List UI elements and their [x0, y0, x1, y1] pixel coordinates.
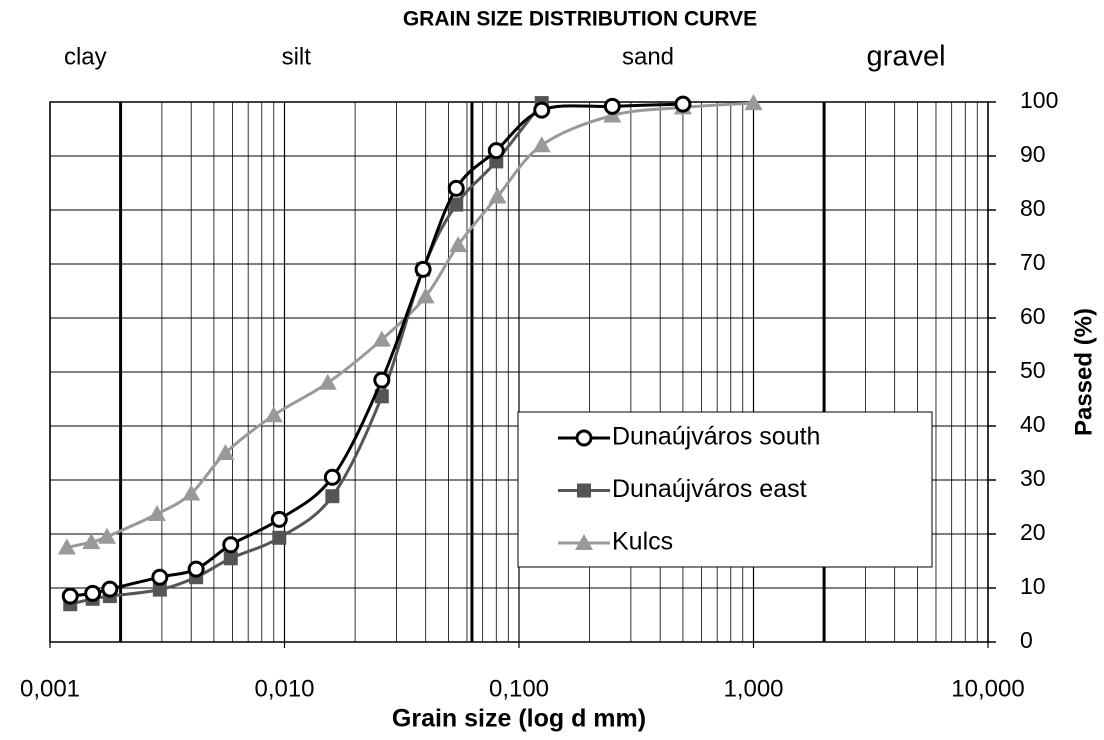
data-point: [414, 260, 432, 278]
legend-label: Dunaújváros south: [612, 423, 820, 451]
data-point: [216, 444, 235, 460]
y-tick-label: 90: [1020, 141, 1046, 167]
y-tick-label: 60: [1020, 303, 1046, 329]
x-tick-label: 10,000: [951, 675, 1024, 702]
y-axis-label: Passed (%): [1070, 308, 1097, 436]
data-point: [97, 527, 116, 544]
data-point: [82, 533, 101, 550]
series-line: [70, 102, 683, 598]
plot-frame: [49, 101, 989, 643]
legend-label: Kulcs: [612, 528, 673, 556]
data-point: [372, 330, 391, 347]
data-point: [84, 584, 102, 602]
data-point: [182, 484, 201, 501]
y-tick-label: 70: [1020, 249, 1046, 275]
data-point: [264, 406, 283, 423]
data-point: [447, 179, 465, 197]
x-tick-label: 0,010: [254, 675, 314, 702]
legend-marker: [577, 483, 591, 498]
chart-title: GRAIN SIZE DISTRIBUTION CURVE: [403, 8, 757, 31]
data-point: [449, 236, 468, 253]
data-point: [487, 142, 505, 160]
data-point: [223, 551, 238, 566]
legend-marker: [575, 534, 593, 550]
y-tick-label: 40: [1020, 411, 1046, 437]
zone-label: sand: [622, 43, 674, 70]
x-tick-label: 0,001: [20, 675, 80, 702]
data-point: [222, 536, 240, 554]
data-point: [148, 505, 167, 522]
y-tick-label: 10: [1020, 573, 1046, 599]
data-point: [674, 95, 692, 113]
data-point: [318, 373, 337, 390]
data-point: [152, 582, 167, 597]
x-axis-label: Grain size (log d mm): [392, 705, 646, 733]
y-tick-label: 20: [1020, 519, 1046, 545]
legend-marker: [575, 429, 593, 447]
zone-label: silt: [282, 43, 312, 70]
data-point: [270, 510, 288, 528]
y-tick-label: 80: [1020, 195, 1046, 221]
data-point: [488, 187, 507, 204]
zone-label: clay: [64, 43, 107, 70]
data-point: [603, 97, 621, 115]
x-tick-label: 1,000: [723, 675, 783, 702]
data-point: [187, 560, 205, 578]
data-point: [532, 136, 551, 153]
data-point: [272, 530, 287, 545]
y-tick-label: 100: [1020, 87, 1058, 113]
data-point: [533, 101, 551, 119]
data-point: [449, 197, 464, 212]
data-point: [325, 489, 340, 504]
series-line: [66, 101, 754, 549]
data-point: [323, 468, 341, 486]
data-point: [57, 538, 76, 555]
zone-label: gravel: [867, 41, 946, 73]
x-tick-label: 0,100: [489, 675, 549, 702]
y-tick-label: 30: [1020, 465, 1046, 491]
data-point: [61, 587, 79, 605]
data-point: [744, 94, 763, 111]
data-point: [416, 287, 435, 304]
data-point: [374, 389, 389, 404]
data-point: [101, 580, 119, 598]
y-tick-label: 50: [1020, 357, 1046, 383]
data-point: [151, 568, 169, 586]
legend: Dunaújváros south Dunaújváros east Kulcs: [517, 411, 933, 568]
data-point: [373, 371, 391, 389]
legend-label: Dunaújváros east: [612, 475, 807, 503]
y-tick-label: 0: [1020, 627, 1033, 653]
